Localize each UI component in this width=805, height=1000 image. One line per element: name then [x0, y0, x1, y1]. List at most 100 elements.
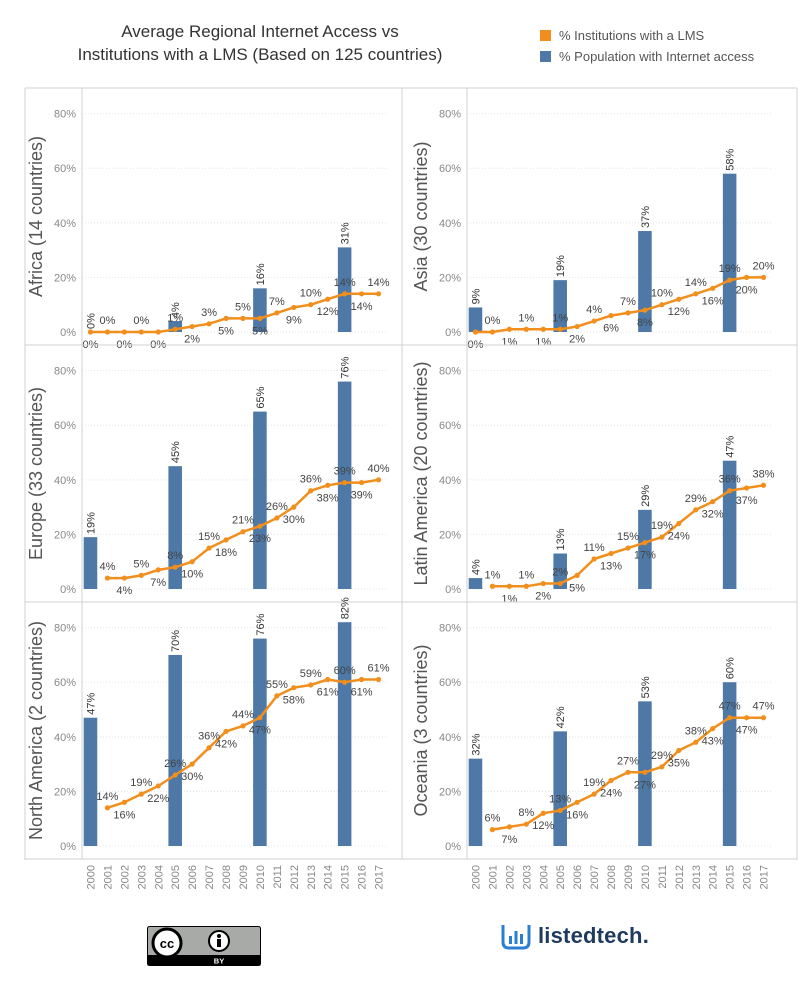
y-tick-label: 40% — [439, 732, 461, 744]
x-tick-label: 2004 — [153, 865, 165, 889]
y-tick-label: 60% — [439, 163, 461, 175]
lms-point-label: 2% — [552, 567, 568, 579]
lms-point-label: 17% — [634, 550, 656, 562]
lms-point — [358, 676, 365, 683]
lms-point — [608, 777, 614, 784]
lms-point — [710, 499, 716, 505]
lms-point — [659, 534, 665, 540]
y-tick-label: 0% — [445, 841, 461, 853]
x-tick-label: 2011 — [657, 865, 669, 889]
x-tick-label: 2008 — [221, 865, 233, 889]
bar — [553, 280, 567, 332]
lms-point-label: 24% — [668, 530, 690, 542]
lms-point — [693, 507, 699, 513]
y-tick-label: 20% — [54, 272, 76, 284]
x-tick-label: 2010 — [255, 865, 267, 889]
lms-point — [342, 479, 348, 486]
lms-point — [375, 676, 382, 683]
lms-point — [760, 482, 767, 488]
bar-label: 9% — [470, 288, 482, 304]
lms-point-label: 15% — [198, 531, 220, 543]
bar — [253, 288, 267, 332]
listedtech-logo-icon — [501, 925, 531, 950]
lms-point-label: 29% — [685, 493, 707, 505]
lms-point-label: 14% — [368, 277, 390, 289]
lms-point-label: 19% — [583, 777, 605, 789]
bar — [722, 682, 737, 846]
bar — [337, 381, 352, 589]
y-tick-label: 0% — [60, 841, 76, 853]
lms-point — [523, 583, 529, 589]
lms-point-label: 19% — [719, 263, 741, 275]
lms-point — [342, 679, 348, 685]
lms-point — [693, 739, 699, 745]
bar-label: 70% — [170, 630, 182, 652]
x-tick-label: 2017 — [759, 865, 771, 889]
lms-point — [104, 575, 111, 581]
lms-point — [727, 488, 733, 494]
lms-point-label: 42% — [215, 738, 237, 750]
bar — [553, 731, 567, 846]
legend-label-internet: % Population with Internet access — [559, 49, 755, 64]
region-label: Europe (33 countries) — [26, 387, 46, 560]
lms-point — [121, 575, 127, 581]
lms-point-label: 7% — [501, 834, 517, 846]
lms-point — [155, 567, 161, 573]
lms-point — [591, 791, 597, 797]
lms-point — [693, 291, 699, 297]
lms-point — [676, 747, 682, 754]
lms-point-label: 0% — [99, 315, 115, 327]
lms-point-label: 47% — [753, 701, 775, 713]
lms-point-label: 39% — [334, 466, 356, 478]
lms-point-label: 16% — [702, 295, 724, 307]
lms-point — [760, 274, 767, 281]
lms-point — [223, 315, 229, 321]
lms-point-label: 27% — [634, 779, 656, 791]
lms-point-label: 12% — [317, 306, 339, 318]
lms-point — [710, 726, 716, 732]
lms-point-label: 40% — [368, 463, 390, 475]
lms-point-label: 20% — [753, 260, 775, 272]
y-tick-label: 40% — [439, 218, 461, 230]
x-tick-label: 2010 — [640, 865, 652, 889]
bar — [468, 578, 483, 589]
lms-point-label: 10% — [181, 569, 203, 581]
lms-point-label: 12% — [532, 820, 554, 832]
bar-label: 76% — [340, 356, 352, 378]
x-tick-label: 2006 — [187, 865, 199, 889]
lms-point — [172, 564, 178, 570]
lms-point — [291, 304, 297, 311]
lms-point — [308, 302, 314, 308]
lms-point — [257, 715, 263, 721]
bar — [638, 231, 652, 332]
lms-point-label: 36% — [300, 474, 322, 486]
lms-point-label: 14% — [351, 301, 373, 313]
lms-point-label: 0% — [133, 315, 149, 327]
bar — [253, 411, 267, 589]
lms-point — [104, 805, 111, 811]
lms-point — [375, 477, 382, 483]
chart-title: Average Regional Internet Access vs Inst… — [60, 20, 460, 66]
lms-point — [155, 783, 161, 789]
svg-text:cc: cc — [160, 936, 174, 951]
lms-point-label: 0% — [484, 315, 500, 327]
lms-point-label: 13% — [600, 561, 622, 573]
lms-point — [557, 807, 563, 814]
y-tick-label: 0% — [445, 327, 461, 339]
y-tick-label: 80% — [54, 366, 76, 378]
lms-point — [710, 285, 716, 291]
legend-swatch-lms — [540, 30, 551, 41]
x-tick-label: 2001 — [102, 865, 114, 889]
lms-point — [506, 326, 512, 332]
x-tick-label: 2013 — [306, 865, 318, 889]
lms-point-label: 38% — [317, 492, 339, 504]
lms-point — [727, 277, 733, 283]
bar — [168, 466, 182, 589]
x-tick-label: 2005 — [555, 865, 567, 889]
x-tick-label: 2012 — [289, 865, 301, 889]
x-tick-label: 2017 — [374, 865, 386, 889]
y-tick-label: 60% — [54, 677, 76, 689]
bar — [253, 638, 267, 846]
lms-point — [223, 537, 229, 543]
lms-point — [574, 323, 580, 330]
